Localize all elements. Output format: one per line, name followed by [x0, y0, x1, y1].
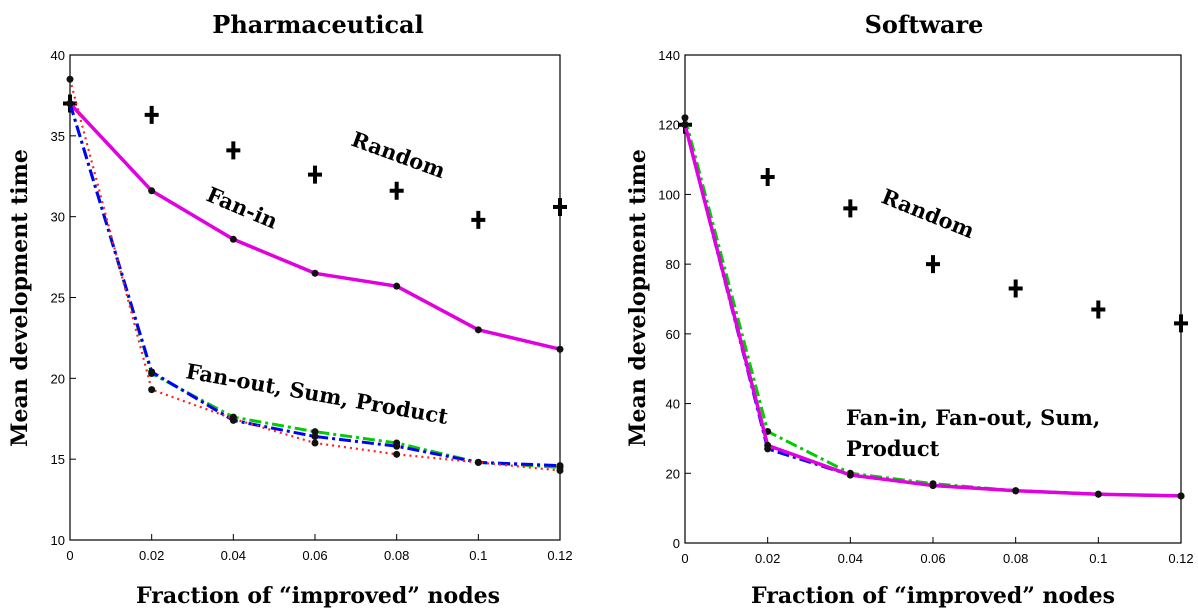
software-panel: Software 0 0.02 0.04 0.06 0.08 0.1 0.12 0 20 40 60…	[625, 10, 1194, 608]
series-point	[474, 326, 482, 334]
y-tick-label: 25	[51, 291, 65, 306]
series-layer	[63, 75, 567, 474]
series-point	[474, 458, 482, 466]
random-marker	[389, 181, 404, 200]
x-tick-label: 0.02	[139, 548, 164, 563]
y-tick-label: 20	[51, 371, 65, 386]
y-tick-label: 35	[51, 129, 65, 144]
series-point	[66, 75, 74, 83]
series-point	[148, 386, 156, 394]
plot-frame	[684, 54, 1182, 544]
random-marker	[226, 141, 241, 160]
series-point	[393, 450, 401, 458]
random-marker	[926, 255, 940, 274]
series-layer	[678, 114, 1188, 500]
x-tick-label: 0	[66, 548, 73, 563]
y-tick-label: 0	[673, 536, 680, 551]
random-marker	[843, 199, 858, 218]
y-tick-label: 60	[666, 327, 680, 342]
annotation-fan-in-fan-out-sum: Fan-in, Fan-out, Sum,	[846, 405, 1100, 430]
chart-title: Pharmaceutical	[212, 10, 423, 39]
series-point	[393, 442, 401, 450]
x-tick-label: 0.04	[838, 551, 863, 566]
x-axis-label: Fraction of “improved” nodes	[751, 583, 1115, 608]
x-tick-label: 0.12	[1168, 551, 1193, 566]
series-point	[1094, 490, 1102, 498]
random-marker	[760, 168, 775, 186]
series-point	[311, 439, 319, 447]
y-tick-label: 15	[51, 452, 65, 467]
x-axis-label: Fraction of “improved” nodes	[136, 583, 500, 608]
y-tick-label: 30	[51, 210, 65, 225]
series-point	[311, 269, 319, 277]
tick-layer: 0 0.02 0.04 0.06 0.08 0.1 0.12 0 20 40 60 80 100 120 1…	[658, 48, 1193, 566]
series-point	[556, 466, 564, 474]
random-marker	[1091, 300, 1106, 319]
x-tick-label: 0.06	[920, 551, 945, 566]
tick-layer: 0 0.02 0.04 0.06 0.08 0.1 0.12 10 15 20 25 30 35 40	[51, 48, 573, 563]
series-point	[148, 368, 156, 376]
x-tick-label: 0.1	[1089, 551, 1107, 566]
series-point	[229, 415, 237, 423]
y-axis-label: Mean development time	[625, 149, 651, 447]
chart-title: Software	[865, 10, 984, 39]
random-marker	[308, 165, 322, 184]
series-point	[311, 433, 319, 441]
y-tick-label: 100	[658, 187, 680, 202]
y-tick-label: 10	[51, 533, 65, 548]
series-point	[846, 471, 854, 479]
x-tick-label: 0.12	[547, 548, 572, 563]
x-tick-label: 0.02	[755, 551, 780, 566]
random-marker	[553, 197, 567, 216]
x-tick-label: 0.04	[221, 548, 246, 563]
series-point	[229, 235, 237, 243]
random-marker	[1008, 279, 1023, 298]
y-tick-label: 40	[666, 397, 680, 412]
annotation-product: Product	[846, 436, 940, 461]
y-tick-label: 80	[666, 257, 680, 272]
series-point	[681, 121, 689, 129]
series-point	[393, 282, 401, 290]
y-tick-label: 40	[51, 48, 65, 63]
series-point	[556, 462, 564, 470]
y-tick-label: 120	[658, 118, 680, 133]
y-tick-label: 140	[658, 48, 680, 63]
x-tick-label: 0.1	[469, 548, 487, 563]
x-tick-label: 0.06	[302, 548, 327, 563]
random-marker	[471, 210, 486, 229]
pharmaceutical-panel: Pharmaceutical 0 0.02 0.04 0.06 0.08 0.1 0.12 1…	[7, 10, 573, 608]
series-point	[764, 441, 772, 449]
random-marker	[144, 105, 159, 124]
series-point	[1012, 487, 1020, 495]
series-point	[311, 428, 319, 436]
series-point	[681, 114, 689, 122]
y-tick-label: 20	[666, 466, 680, 481]
series-point	[1177, 492, 1185, 500]
x-tick-label: 0.08	[384, 548, 409, 563]
series-point	[148, 187, 156, 195]
series-point	[66, 100, 74, 107]
series-point	[929, 481, 937, 489]
x-tick-label: 0	[681, 551, 688, 566]
y-axis-label: Mean development time	[7, 149, 33, 447]
plot-frame	[69, 54, 561, 541]
random-marker	[1174, 314, 1188, 333]
x-tick-label: 0.08	[1003, 551, 1028, 566]
series-point	[556, 345, 564, 353]
